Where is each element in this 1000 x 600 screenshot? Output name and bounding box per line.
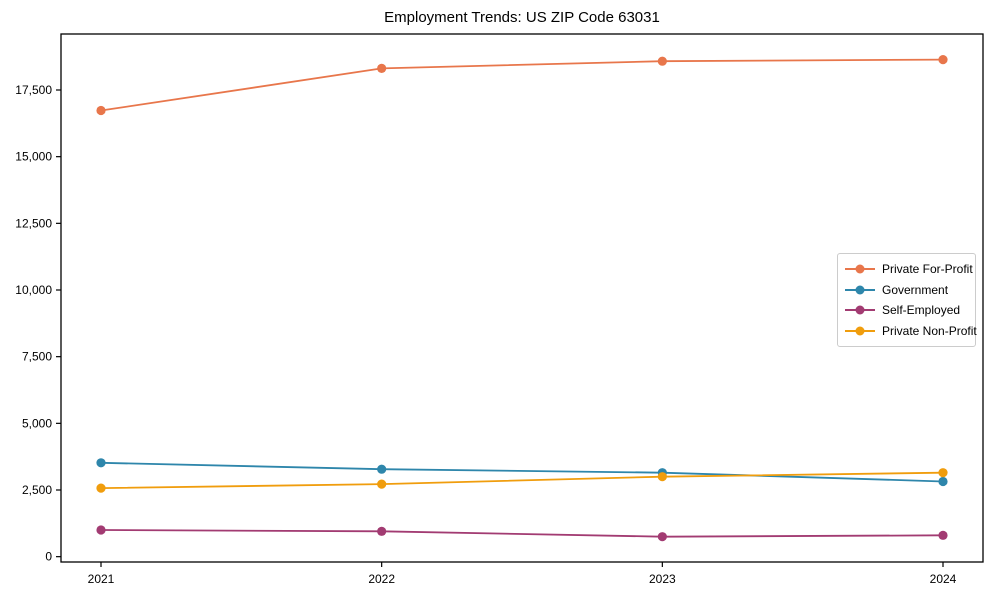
data-point-marker <box>377 526 387 536</box>
data-point-marker <box>96 105 106 116</box>
data-point-marker <box>938 468 948 478</box>
x-axis-tick-label: 2022 <box>368 572 395 586</box>
y-axis-tick-label: 12,500 <box>15 216 52 230</box>
legend-marker-icon <box>845 326 875 336</box>
data-point-marker <box>96 483 106 493</box>
legend-item: Government <box>845 283 968 297</box>
legend-item-label: Self-Employed <box>882 303 961 318</box>
y-axis-tick-label: 5,000 <box>22 416 52 430</box>
data-point-marker <box>377 479 387 489</box>
y-axis-tick-label: 7,500 <box>22 350 52 364</box>
legend-item-label: Private Non-Profit <box>882 323 977 338</box>
x-axis-tick-label: 2024 <box>930 572 957 586</box>
legend-marker-icon <box>845 264 875 274</box>
y-axis-tick-label: 15,000 <box>15 150 52 164</box>
legend-item: Private For-Profit <box>845 262 973 276</box>
data-point-marker <box>657 532 667 542</box>
plot-frame <box>60 33 984 563</box>
x-axis-tick-label: 2023 <box>649 572 676 586</box>
data-point-marker <box>938 55 948 65</box>
y-axis-tick-label: 17,500 <box>15 83 52 97</box>
data-point-marker <box>377 464 387 474</box>
chart-title: Employment Trends: US ZIP Code 63031 <box>384 9 660 26</box>
legend-item-label: Private For-Profit <box>882 262 973 277</box>
y-axis-tick-label: 10,000 <box>15 283 52 297</box>
data-point-marker <box>657 56 667 66</box>
legend-marker-icon <box>845 285 875 295</box>
data-point-marker <box>657 472 667 482</box>
legend-item: Private Non-Profit <box>845 324 977 338</box>
data-point-marker <box>938 476 948 487</box>
data-point-marker <box>938 530 948 540</box>
legend: Private For-Profit Government Self-Emplo… <box>837 253 977 347</box>
legend-marker-icon <box>845 305 875 315</box>
data-point-marker <box>96 458 106 468</box>
series-line <box>100 58 944 112</box>
y-axis-tick-label: 2,500 <box>22 483 52 497</box>
y-axis-tick-label: 0 <box>45 550 52 564</box>
legend-item-label: Government <box>882 282 949 297</box>
series-line <box>100 461 944 483</box>
x-axis-tick-label: 2021 <box>88 572 115 586</box>
series-line <box>100 529 944 538</box>
data-point-marker <box>377 63 387 73</box>
series-line <box>100 471 944 490</box>
legend-item: Self-Employed <box>845 303 968 317</box>
data-point-marker <box>96 525 106 535</box>
